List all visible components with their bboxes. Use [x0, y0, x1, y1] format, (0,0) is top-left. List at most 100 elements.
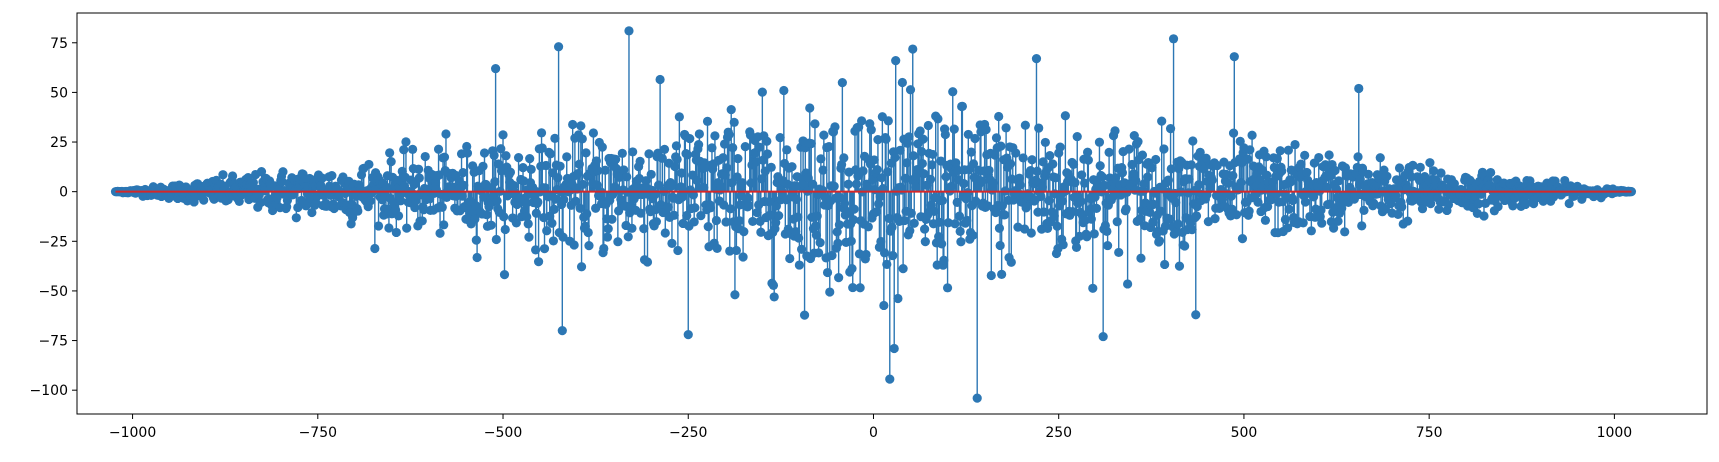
stem-marker: [547, 218, 557, 228]
stem-marker: [1174, 261, 1185, 271]
stem-marker: [1334, 176, 1344, 186]
stem-marker: [743, 193, 753, 203]
stem-marker: [542, 226, 552, 236]
stem-marker: [991, 207, 1001, 218]
stem-marker: [737, 178, 747, 188]
stem-marker: [902, 158, 912, 168]
stem-marker: [1102, 226, 1112, 237]
stem-marker: [490, 177, 500, 187]
stem-marker: [883, 116, 893, 126]
stem-marker: [1020, 224, 1030, 234]
x-tick-label: −500: [484, 425, 522, 441]
stem-marker: [431, 178, 441, 188]
stem-marker: [890, 152, 900, 163]
stem-marker: [739, 226, 749, 237]
stem-marker: [551, 194, 561, 204]
stem-marker: [1359, 205, 1369, 215]
stem-marker: [744, 200, 754, 210]
stem-marker: [1253, 197, 1263, 207]
stem-marker: [1139, 179, 1149, 189]
stem-marker: [1288, 195, 1298, 206]
stem-marker: [1397, 202, 1407, 212]
stem-marker: [1031, 54, 1042, 64]
y-tick-label: 75: [50, 36, 68, 52]
stem-marker: [1194, 180, 1204, 190]
stem-marker: [1051, 173, 1061, 183]
stem-marker: [1184, 174, 1194, 184]
stem-marker: [707, 143, 717, 153]
stem-marker: [1210, 214, 1220, 224]
stem-marker: [627, 223, 637, 233]
stem-marker: [1449, 179, 1459, 189]
stem-marker: [1160, 259, 1170, 270]
stem-marker: [972, 393, 982, 403]
stem-marker: [1191, 310, 1201, 320]
stem-marker: [830, 122, 840, 132]
stem-marker: [574, 159, 584, 169]
stem-marker: [583, 227, 593, 238]
stem-marker: [1001, 123, 1011, 133]
stem-marker: [746, 178, 756, 188]
stem-marker: [794, 260, 804, 270]
stem-marker: [990, 150, 1000, 160]
stem-marker: [728, 143, 738, 153]
stem-marker: [1300, 150, 1310, 160]
stem-marker: [523, 219, 533, 229]
stem-marker: [806, 139, 816, 149]
stem-marker: [1520, 199, 1531, 210]
stem-marker: [531, 208, 541, 218]
stem-marker: [651, 217, 661, 227]
stem-marker: [866, 125, 876, 135]
stem-marker: [1244, 206, 1254, 216]
stem-marker: [591, 156, 601, 166]
stem-marker: [923, 120, 933, 131]
stem-marker: [1434, 204, 1444, 214]
stem-marker: [1340, 227, 1350, 237]
stem-marker: [1131, 175, 1141, 186]
stem-marker: [666, 181, 676, 191]
stem-marker: [1045, 151, 1055, 161]
stem-marker: [1076, 196, 1086, 207]
stem-marker: [571, 196, 581, 206]
y-tick-label: 50: [50, 85, 68, 101]
stem-marker: [602, 232, 613, 242]
stem-marker: [833, 238, 843, 248]
stem-marker: [1114, 247, 1124, 258]
stem-marker: [373, 221, 384, 231]
stem-marker: [994, 111, 1004, 122]
stem-marker: [1157, 116, 1167, 126]
y-tick-label: 25: [50, 135, 68, 151]
stem-marker: [1095, 161, 1105, 171]
stem-marker: [1393, 209, 1403, 219]
x-tick-label: −1000: [109, 425, 156, 441]
stem-marker: [941, 172, 951, 182]
stem-marker: [672, 154, 682, 165]
stem-marker: [1425, 158, 1435, 168]
stem-marker: [682, 150, 693, 160]
stem-marker: [1123, 279, 1133, 289]
stem-marker: [855, 283, 865, 293]
stem-marker: [491, 63, 501, 74]
stem-marker: [365, 196, 375, 206]
stem-marker: [1018, 153, 1028, 163]
stem-marker: [485, 183, 495, 193]
stem-marker: [511, 218, 521, 228]
stem-marker: [699, 182, 709, 193]
stem-marker: [674, 112, 684, 122]
stem-marker: [1156, 206, 1166, 216]
stem-marker: [607, 214, 617, 224]
stem-marker: [984, 165, 994, 175]
stem-marker: [462, 148, 473, 158]
stem-marker: [794, 233, 804, 243]
stem-marker: [712, 243, 722, 253]
stem-marker: [1223, 178, 1233, 188]
stem-marker: [995, 240, 1005, 251]
stem-marker: [863, 222, 873, 232]
stem-marker: [663, 202, 673, 212]
stem-marker: [779, 85, 789, 96]
stem-marker: [834, 273, 844, 283]
stem-marker: [874, 199, 884, 209]
stem-marker: [1403, 216, 1413, 226]
stem-marker: [518, 162, 528, 173]
stem-marker: [414, 173, 424, 183]
